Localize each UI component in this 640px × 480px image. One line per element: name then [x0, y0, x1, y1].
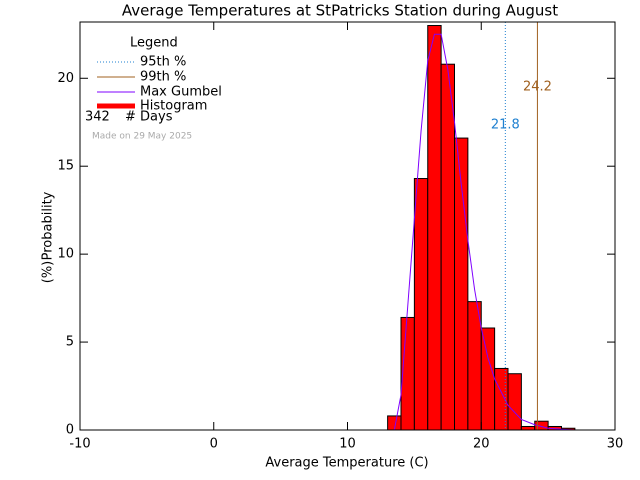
histogram-bar [440, 63, 455, 431]
legend-title: Legend [130, 36, 178, 51]
y-tick-label: 20 [57, 71, 74, 86]
days-label: # Days [125, 110, 173, 125]
x-tick-label: -10 [69, 437, 90, 452]
y-axis-unit: (%) [41, 261, 56, 284]
x-tick-label: 20 [473, 437, 490, 452]
legend-label: Max Gumbel [140, 85, 222, 100]
y-tick-label: 10 [57, 247, 74, 262]
histogram-bar [467, 301, 482, 431]
histogram-bar [413, 178, 429, 431]
x-tick-label: 0 [210, 437, 218, 452]
made-note: Made on 29 May 2025 [92, 132, 192, 142]
x-axis-label: Average Temperature (C) [265, 456, 428, 471]
y-tick-label: 15 [57, 159, 74, 174]
x-tick-label: 10 [339, 437, 356, 452]
histogram-bar [427, 25, 442, 431]
x-tick-label: 30 [607, 437, 624, 452]
percentile-label: 24.2 [523, 80, 552, 95]
percentile-label: 21.8 [491, 118, 520, 133]
histogram-bar [480, 327, 496, 431]
legend-label: 95th % [140, 55, 186, 70]
y-tick-label: 5 [66, 335, 74, 350]
histogram-bar [494, 367, 509, 431]
histogram-bar [507, 373, 522, 431]
y-tick-label: 0 [66, 423, 74, 438]
y-axis-label: Probability [41, 191, 56, 260]
legend-label: Histogram [140, 99, 207, 114]
gumbel-curve [393, 33, 575, 431]
chart-title: Average Temperatures at StPatricks Stati… [122, 2, 558, 20]
days-count: 342 [85, 110, 110, 125]
histogram-bar [520, 425, 536, 431]
legend-label: 99th % [140, 70, 186, 85]
